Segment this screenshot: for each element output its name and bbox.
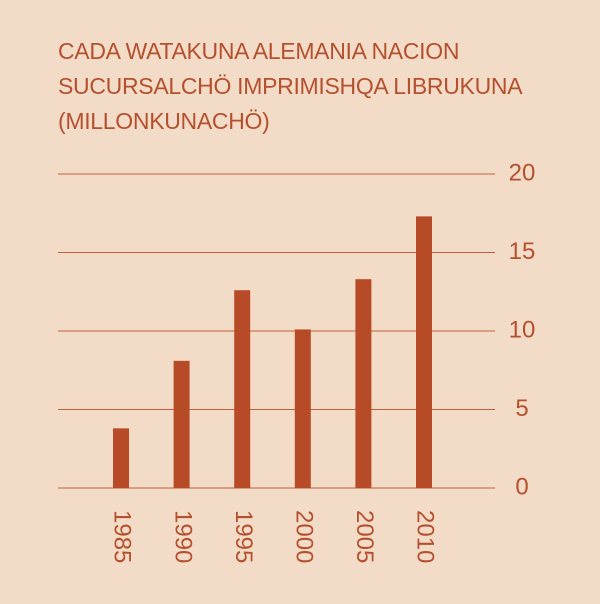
x-tick-label: 2010: [412, 510, 439, 563]
x-tick-label: 1985: [109, 510, 136, 563]
bar: [173, 360, 190, 488]
x-tick-label: 2005: [351, 510, 378, 563]
x-tick-label: 2000: [290, 510, 317, 563]
bar: [113, 428, 129, 488]
bar: [416, 216, 432, 488]
y-tick-label: 10: [509, 316, 536, 343]
x-tick-label: 1995: [230, 510, 257, 563]
bar: [294, 329, 311, 488]
bar: [234, 290, 251, 488]
x-tick-label: 1990: [169, 510, 196, 563]
y-tick-label: 20: [509, 159, 536, 186]
bar: [355, 279, 372, 488]
chart-title: CADA WATAKUNA ALEMANIA NACION SUCURSALCH…: [58, 38, 521, 134]
y-tick-label: 0: [515, 473, 528, 500]
y-tick-label: 15: [509, 238, 536, 265]
y-tick-label: 5: [515, 395, 528, 422]
